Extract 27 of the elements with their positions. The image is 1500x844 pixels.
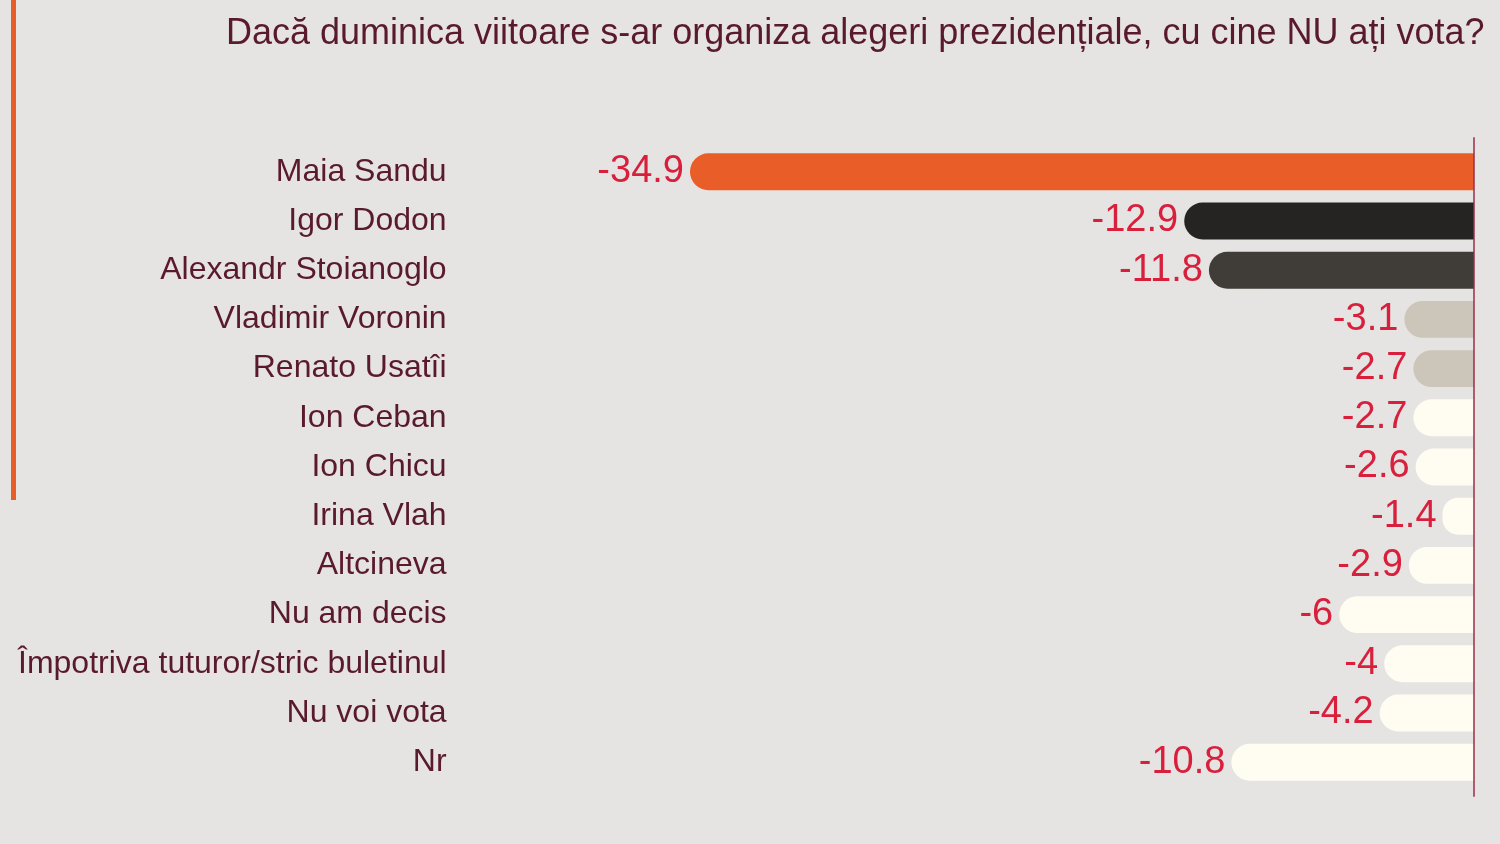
y-tick-label: Împotriva tuturor/stric buletinul — [17, 643, 447, 680]
data-label: -2.7 — [1341, 345, 1408, 388]
data-label: -12.9 — [1091, 197, 1179, 240]
y-tick-label: Renato Usatîi — [252, 348, 447, 385]
y-tick-label: Nr — [412, 742, 447, 779]
data-label: -4 — [1344, 640, 1379, 683]
y-tick-label: Irina Vlah — [311, 496, 447, 533]
data-label: -3.1 — [1332, 295, 1399, 338]
data-label: -2.6 — [1344, 443, 1410, 486]
data-label: -11.8 — [1119, 246, 1203, 289]
chart-title: Dacă duminica viitoare s-ar organiza alegeri prezidențiale, cu cine NU ați vota? — [226, 10, 1486, 54]
y-tick-label: Ion Ceban — [298, 397, 447, 434]
data-label: -6 — [1299, 591, 1334, 634]
y-tick-label: Alexandr Stoianoglo — [160, 250, 447, 287]
data-label: -2.7 — [1341, 394, 1408, 437]
data-label: -2.9 — [1337, 541, 1403, 584]
y-tick-label: Altcineva — [316, 545, 447, 582]
y-tick-label: Nu voi vota — [286, 692, 447, 729]
data-label: -34.9 — [597, 148, 684, 191]
y-tick-label: Ion Chicu — [311, 446, 447, 483]
y-tick-label: Vladimir Voronin — [213, 299, 447, 336]
y-tick-label: Maia Sandu — [275, 151, 447, 188]
data-label: -4.2 — [1308, 689, 1374, 732]
y-tick-label: Igor Dodon — [288, 200, 447, 237]
data-label: -1.4 — [1371, 492, 1437, 535]
y-tick-label: Nu am decis — [268, 594, 447, 631]
data-label: -10.8 — [1138, 738, 1226, 781]
